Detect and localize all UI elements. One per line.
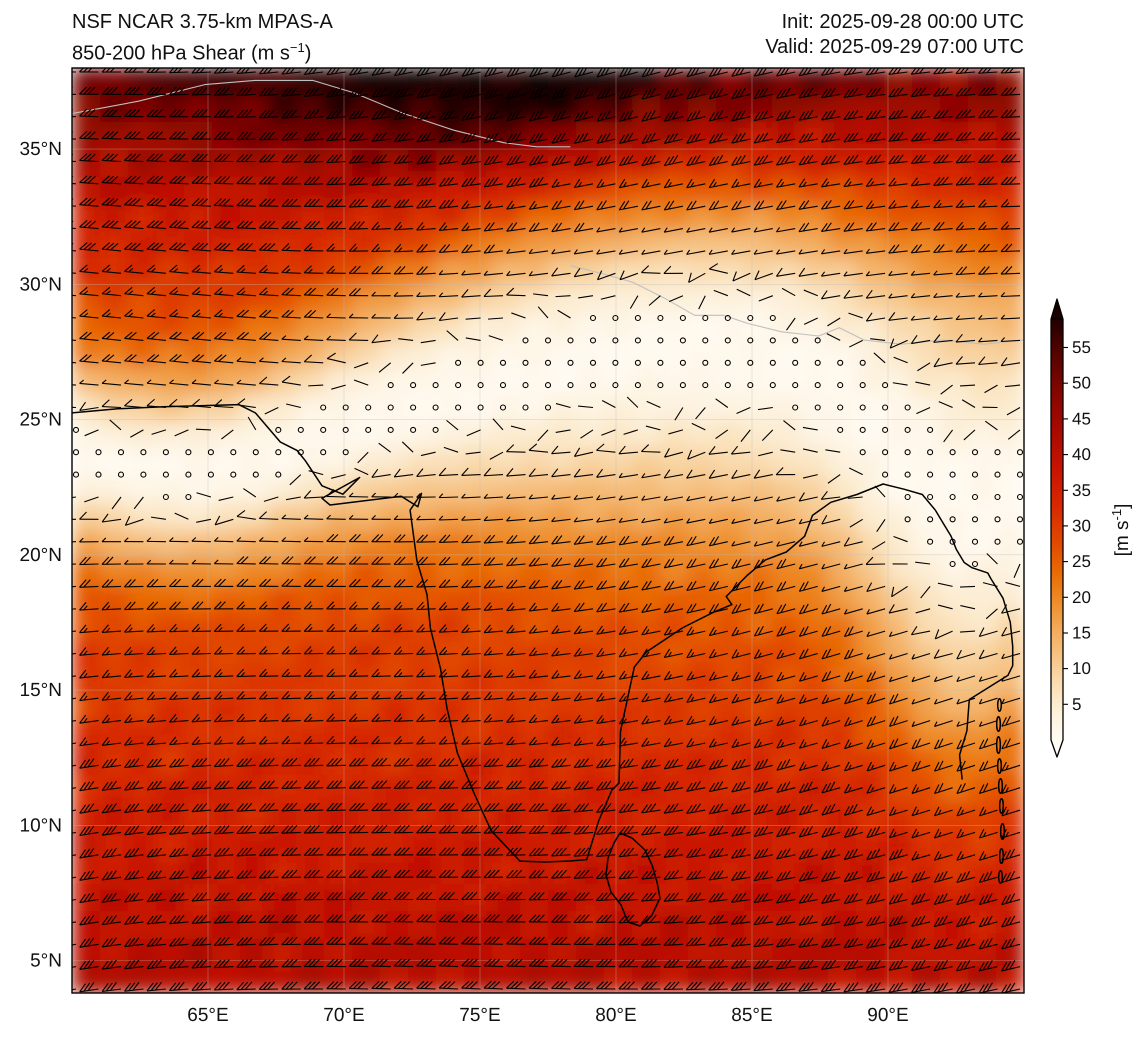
- svg-text:50: 50: [1072, 374, 1091, 393]
- svg-text:10: 10: [1072, 659, 1091, 678]
- svg-text:10°N: 10°N: [20, 815, 62, 836]
- svg-text:15: 15: [1072, 624, 1091, 643]
- svg-text:30°N: 30°N: [20, 274, 62, 295]
- svg-text:55: 55: [1072, 338, 1091, 357]
- svg-text:80°E: 80°E: [595, 1005, 636, 1026]
- svg-text:15°N: 15°N: [20, 680, 62, 701]
- svg-text:90°E: 90°E: [867, 1005, 908, 1026]
- svg-text:65°E: 65°E: [187, 1005, 228, 1026]
- svg-text:5°N: 5°N: [30, 951, 62, 972]
- svg-text:20°N: 20°N: [20, 545, 62, 566]
- svg-text:30: 30: [1072, 516, 1091, 535]
- svg-text:70°E: 70°E: [323, 1005, 364, 1026]
- svg-text:25°N: 25°N: [20, 410, 62, 431]
- svg-text:35°N: 35°N: [20, 139, 62, 160]
- svg-text:85°E: 85°E: [731, 1005, 772, 1026]
- svg-text:35: 35: [1072, 481, 1091, 500]
- svg-text:45: 45: [1072, 409, 1091, 428]
- svg-text:5: 5: [1072, 695, 1081, 714]
- svg-text:25: 25: [1072, 552, 1091, 571]
- svg-text:40: 40: [1072, 445, 1091, 464]
- svg-text:75°E: 75°E: [459, 1005, 500, 1026]
- svg-text:20: 20: [1072, 588, 1091, 607]
